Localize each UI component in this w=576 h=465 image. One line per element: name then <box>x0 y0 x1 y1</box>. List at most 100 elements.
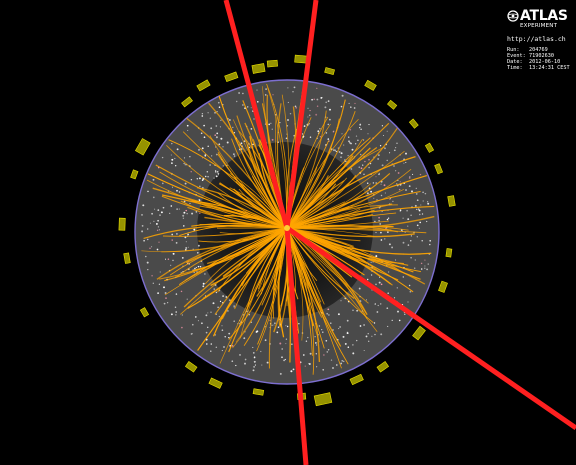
detector-hit <box>211 155 213 157</box>
detector-hit <box>427 263 429 265</box>
detector-hit <box>149 222 151 224</box>
detector-hit <box>215 175 218 178</box>
calorimeter-tower <box>184 361 198 373</box>
detector-hit <box>199 185 201 187</box>
particle-track <box>268 227 288 369</box>
detector-hit <box>366 278 369 281</box>
detector-hit <box>322 331 324 333</box>
detector-hit <box>235 100 238 103</box>
detector-hit <box>387 271 390 273</box>
detector-hit <box>407 218 410 221</box>
detector-hit <box>207 312 209 314</box>
detector-hit <box>176 208 178 210</box>
detector-hit <box>328 140 330 142</box>
detector-hit <box>409 290 412 293</box>
detector-hit <box>187 233 189 236</box>
atlas-logo-icon <box>507 10 519 22</box>
detector-hit <box>332 329 334 331</box>
detector-hit <box>309 352 312 355</box>
detector-hit <box>222 146 224 148</box>
detector-hit <box>389 198 391 200</box>
detector-hit <box>340 152 343 155</box>
detector-hit <box>427 201 429 203</box>
event-value: 71902630 <box>529 53 554 59</box>
detector-hit <box>178 191 181 193</box>
detector-hit <box>315 342 317 344</box>
detector-hit <box>156 229 159 231</box>
detector-hit <box>215 291 218 294</box>
detector-hit <box>271 128 273 130</box>
detector-hit <box>260 350 262 353</box>
muon-track <box>284 0 319 229</box>
detector-hit <box>153 220 155 222</box>
detector-hit <box>389 152 391 154</box>
detector-hit <box>227 310 229 312</box>
detector-hit <box>207 176 209 178</box>
date-value: 2012-06-10 <box>529 59 561 65</box>
calorimeter-tower <box>364 79 377 91</box>
particle-track <box>162 227 288 237</box>
calorimeter-tower <box>434 163 443 175</box>
detector-hit <box>348 136 350 138</box>
detector-hit <box>187 246 189 248</box>
detector-hit <box>201 157 203 159</box>
detector-hit <box>219 300 222 303</box>
detector-hit <box>198 177 201 180</box>
detector-hit <box>159 271 161 273</box>
detector-hit <box>195 267 197 269</box>
detector-hit <box>221 329 224 332</box>
detector-hit <box>424 192 427 195</box>
particle-track <box>182 131 288 229</box>
calorimeter-tower <box>123 252 131 264</box>
detector-hit <box>214 112 216 114</box>
detector-hit <box>396 287 398 289</box>
detector-hit <box>303 125 306 127</box>
calorimeter-tower <box>139 307 150 318</box>
detector-hit <box>294 105 297 108</box>
detector-hit <box>147 190 149 193</box>
particle-track <box>286 177 347 229</box>
detector-hit <box>252 369 255 372</box>
detector-hit <box>210 343 213 345</box>
detector-hit <box>284 358 286 361</box>
detector-hit <box>183 211 186 214</box>
detector-hit <box>327 138 330 140</box>
detector-hit <box>233 153 235 156</box>
particle-track <box>236 115 288 229</box>
detector-hit <box>411 190 413 193</box>
detector-hit <box>242 314 244 316</box>
detector-hit <box>225 296 228 298</box>
detector-hit <box>307 107 309 109</box>
particle-track <box>141 227 288 253</box>
detector-hit <box>319 136 322 138</box>
detector-hit <box>191 333 194 335</box>
detector-hit <box>285 343 287 345</box>
detector-hit <box>244 358 247 361</box>
detector-hit <box>395 259 397 261</box>
particle-track <box>155 164 288 229</box>
event-row: Event: 71902630 <box>507 53 573 59</box>
detector-hit <box>163 302 166 305</box>
detector-hit <box>252 352 255 354</box>
detector-hit <box>426 268 428 271</box>
detector-hit <box>314 336 316 338</box>
detector-hit <box>381 125 384 127</box>
detector-hit <box>175 165 177 167</box>
detector-hit <box>302 354 305 356</box>
detector-hit <box>327 349 330 351</box>
detector-hit <box>147 268 149 271</box>
detector-hit <box>181 326 183 329</box>
detector-hit <box>164 292 167 294</box>
detector-hit <box>291 343 293 345</box>
detector-hit <box>405 152 407 155</box>
detector-hit <box>363 324 365 326</box>
detector-hit <box>382 134 385 137</box>
detector-hit <box>421 240 423 242</box>
detector-hit <box>414 204 417 207</box>
detector-hit <box>408 284 411 287</box>
detector-hit <box>341 94 344 97</box>
detector-hit <box>337 147 339 149</box>
detector-hit <box>207 145 209 148</box>
detector-hit <box>214 134 216 136</box>
detector-hit <box>220 137 223 140</box>
